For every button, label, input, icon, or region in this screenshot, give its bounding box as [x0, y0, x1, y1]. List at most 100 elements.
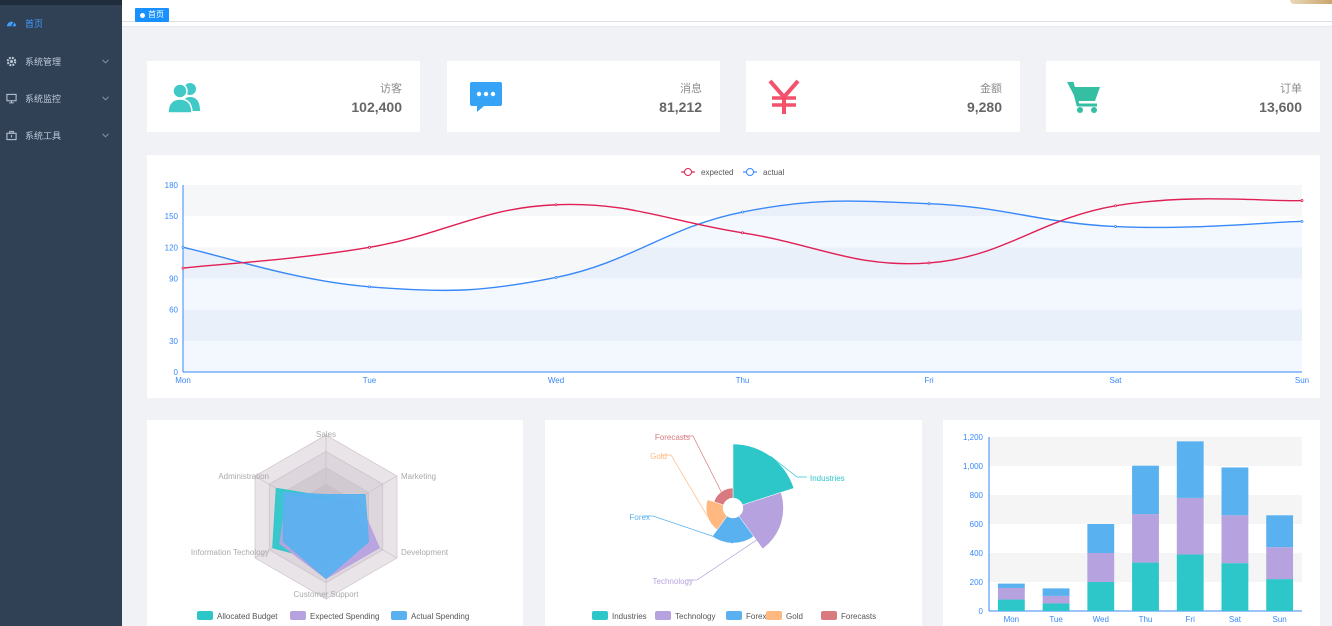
x-tick-label: Tue — [1049, 615, 1063, 624]
pie-slice-label: Industries — [810, 474, 845, 483]
radar-indicator-label: Sales — [316, 430, 336, 439]
legend-label: Technology — [675, 612, 715, 621]
legend-swatch — [290, 611, 306, 620]
radar-indicator-label: Marketing — [401, 472, 436, 481]
data-point — [181, 266, 185, 270]
stat-card-visitors[interactable]: 访客 102,400 — [147, 61, 420, 132]
legend-label: Allocated Budget — [217, 612, 278, 621]
tags-view-divider — [122, 21, 1332, 22]
radar-indicator-label: Information Techology — [191, 548, 269, 557]
bar-segment — [1221, 563, 1249, 611]
pie-chart-panel: Industries Technology Forex Gold Forecasts In… — [545, 420, 922, 626]
sidebar-item-system-admin[interactable]: 系统管理 — [0, 47, 122, 75]
legend-swatch — [391, 611, 407, 620]
radar-chart-panel: Sales Marketing Development Customer Suppor… — [147, 420, 523, 626]
bar-segment — [1176, 441, 1204, 498]
radar-indicator-label: Customer Support — [294, 590, 360, 599]
bar-segment — [1042, 603, 1070, 611]
sidebar-item-system-monitor[interactable]: 系统监控 — [0, 84, 122, 112]
radar-chart: Sales Marketing Development Customer Suppor… — [191, 430, 469, 621]
y-tick-label: 60 — [169, 306, 178, 315]
legend-marker-expected — [684, 168, 692, 176]
sidebar-item-label: 系统管理 — [25, 56, 62, 67]
tag-home[interactable]: 首页 — [135, 8, 169, 22]
x-tick-label: Sat — [1109, 376, 1122, 385]
grid-band — [989, 437, 1302, 466]
legend-label: Forecasts — [841, 612, 876, 621]
legend-label: Forex — [746, 612, 766, 621]
legend-swatch — [592, 611, 608, 620]
bar-segment — [1042, 588, 1070, 596]
bar-segment — [1042, 595, 1070, 604]
radar-area-2 — [282, 491, 370, 580]
bar-segment — [1132, 465, 1159, 515]
x-tick-label: Mon — [1004, 615, 1020, 624]
grid-band — [183, 340, 1302, 372]
stat-value: 81,212 — [659, 99, 702, 115]
bar-segment — [1221, 467, 1249, 516]
data-point — [368, 245, 371, 249]
stat-card-messages[interactable]: 消息 81,212 — [447, 61, 720, 132]
stat-card-amount[interactable]: 金额 9,280 — [746, 61, 1020, 132]
line-chart: 0 30 60 90 120 150 180 Mon Tue Wed Thu Fri Sat Sun exp… — [165, 168, 1309, 385]
x-tick-label: Sun — [1295, 376, 1309, 385]
pie-label-line — [661, 454, 708, 517]
stat-value: 13,600 — [1259, 99, 1302, 115]
series-area-actual — [183, 201, 1302, 372]
toolbox-icon — [5, 129, 17, 141]
x-tick-label: Tue — [363, 376, 377, 385]
sidebar-item-home[interactable]: 首页 — [0, 9, 122, 37]
cart-icon — [1066, 79, 1102, 115]
bar-chart: 0 200 400 600 800 1,000 1,200 Mon Tue Wed Thu Fri Sa… — [963, 433, 1302, 624]
legend-swatch — [726, 611, 742, 620]
y-tick-label: 800 — [970, 491, 984, 500]
bar-segment — [1221, 515, 1249, 564]
y-tick-label: 600 — [970, 520, 984, 529]
pie-slice-label: Forecasts — [655, 433, 690, 442]
bar-segment — [1087, 524, 1115, 553]
sidebar-item-system-tools[interactable]: 系统工具 — [0, 121, 122, 149]
stat-label: 消息 — [680, 83, 702, 95]
chevron-down-icon — [102, 130, 109, 140]
avatar[interactable] — [1290, 0, 1332, 4]
radar-indicator-label: Administration — [218, 472, 269, 481]
pie-label-line — [683, 435, 722, 493]
dashboard-icon — [5, 17, 17, 29]
stat-card-orders[interactable]: 订单 13,600 — [1046, 61, 1320, 132]
stat-label: 订单 — [1280, 83, 1302, 95]
pie-label-line — [687, 523, 782, 581]
x-tick-label: Sat — [1229, 615, 1242, 624]
x-tick-label: Mon — [175, 376, 191, 385]
y-tick-label: 90 — [169, 275, 178, 284]
bar-segment — [1087, 553, 1115, 582]
legend-swatch — [821, 611, 837, 620]
data-point — [1114, 204, 1117, 208]
legend-label: Expected Spending — [310, 612, 379, 621]
stat-label: 金额 — [980, 83, 1002, 95]
yen-icon — [766, 79, 802, 115]
sidebar: 首页 系统管理 系统监控 系统工具 — [0, 0, 122, 626]
pie-slice-0 — [732, 443, 795, 506]
y-tick-label: 180 — [165, 181, 179, 190]
data-point — [741, 231, 744, 235]
gear-icon — [5, 55, 17, 67]
grid-band — [183, 247, 1302, 279]
bar-segment — [997, 583, 1025, 588]
data-point — [741, 210, 744, 214]
users-icon — [167, 79, 203, 115]
y-tick-label: 0 — [174, 368, 179, 377]
legend-swatch — [197, 611, 213, 620]
pie-label-line — [770, 455, 807, 478]
y-tick-label: 30 — [169, 337, 178, 346]
pie-slice-3 — [705, 499, 728, 531]
tags-view-bar: 首页 — [122, 0, 1332, 27]
y-tick-label: 1,200 — [963, 433, 984, 442]
bar-segment — [1266, 579, 1294, 611]
message-icon — [467, 79, 503, 115]
bar-segment — [1266, 547, 1294, 580]
stat-label: 访客 — [380, 83, 402, 95]
stat-value: 102,400 — [351, 99, 402, 115]
chevron-down-icon — [102, 56, 109, 66]
x-tick-label: Fri — [1186, 615, 1196, 624]
grid-band — [183, 278, 1302, 310]
